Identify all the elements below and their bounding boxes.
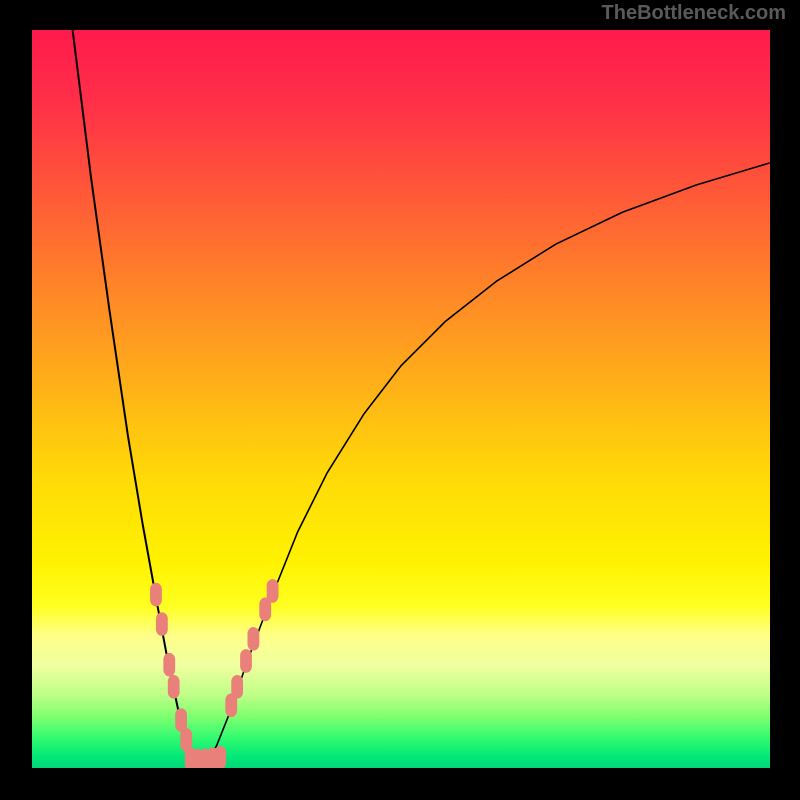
- data-marker: [267, 579, 279, 603]
- curve-left: [73, 30, 198, 768]
- data-marker: [240, 649, 252, 673]
- watermark-text: TheBottleneck.com: [602, 2, 786, 25]
- curve-layer: [32, 30, 770, 768]
- data-markers: [150, 579, 278, 768]
- data-marker: [163, 653, 175, 677]
- plot-area: [32, 30, 770, 768]
- data-marker: [150, 583, 162, 607]
- data-marker: [247, 627, 259, 651]
- chart-container: TheBottleneck.com: [0, 0, 800, 800]
- data-marker: [231, 675, 243, 699]
- data-marker: [214, 746, 226, 768]
- curve-right: [198, 163, 770, 768]
- data-marker: [156, 612, 168, 636]
- data-marker: [168, 675, 180, 699]
